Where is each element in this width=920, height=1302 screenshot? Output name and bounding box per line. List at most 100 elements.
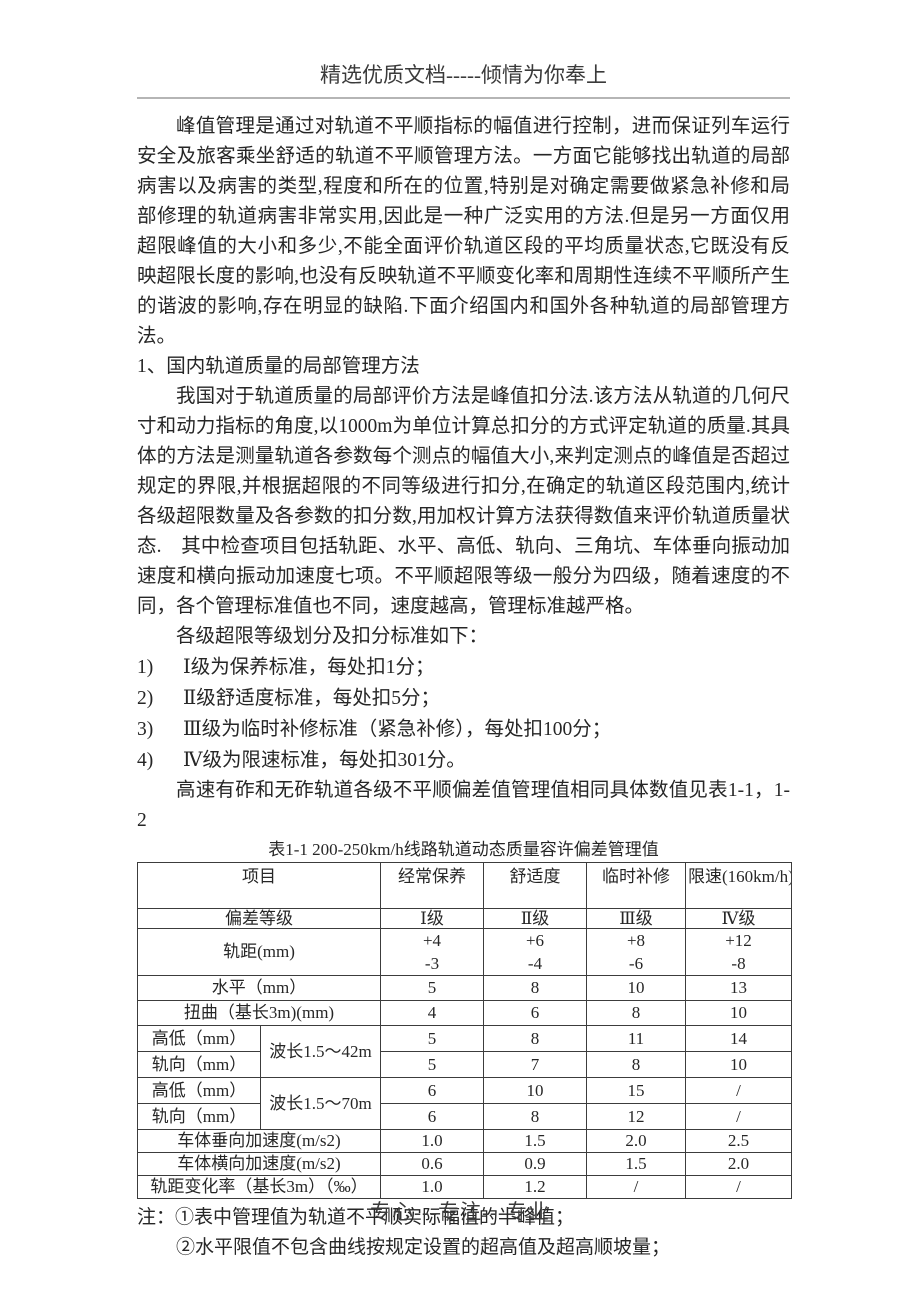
footer-text: 专心---专注---专业 xyxy=(370,1200,550,1224)
header-title: 精选优质文档-----倾情为你奉上 xyxy=(320,63,607,87)
table-wavelength-cell: 波长1.5～70m xyxy=(260,1077,381,1130)
grade-standard-list: 1) Ⅰ级为保养标准，每处扣1分； 2) Ⅱ级舒适度标准，每处扣5分； 3) Ⅲ… xyxy=(137,652,790,776)
gauge-plus-value: +8 xyxy=(626,931,646,950)
table-cell: Ⅱ级 xyxy=(483,908,587,929)
table-row-label: 车体横向加速度(m/s2) xyxy=(137,1152,381,1176)
gauge-plus-value: +4 xyxy=(422,931,442,950)
table-caption: 表1-1 200-250km/h线路轨道动态质量容许偏差管理值 xyxy=(268,840,659,859)
section-heading-domestic-methods: 1、国内轨道质量的局部管理方法 xyxy=(137,356,420,377)
page-footer: 专心---专注---专业 xyxy=(0,1196,920,1226)
table-cell: 8 xyxy=(586,1051,686,1078)
table-cell: 14 xyxy=(685,1025,792,1052)
list-item: 3) Ⅲ级为临时补修标准（紧急补修），每处扣100分； xyxy=(137,714,790,745)
table-cell: +8 -6 xyxy=(586,928,686,976)
gauge-minus-value: -6 xyxy=(628,954,644,973)
list-item-number: 4) xyxy=(137,750,154,771)
table-cell: 4 xyxy=(380,1000,484,1026)
table-cell: 10 xyxy=(685,1000,792,1026)
table-row-label: 高低（mm） xyxy=(137,1077,261,1104)
table-cell: 2.0 xyxy=(586,1129,686,1153)
table-cell: 11 xyxy=(586,1025,686,1052)
table-cell: / xyxy=(586,1175,686,1199)
table-row-label: 扭曲（基长3m)(mm) xyxy=(137,1000,381,1026)
table-cell: 6 xyxy=(380,1077,484,1104)
table-row-alignment-42m: 轨向（mm） 5 7 8 10 xyxy=(137,1051,792,1078)
table-header-cell: 限速(160km/h) xyxy=(685,862,792,909)
page-header: 精选优质文档-----倾情为你奉上 xyxy=(137,60,790,99)
table-cell: 0.6 xyxy=(380,1152,484,1176)
table-row-label: 水平（mm） xyxy=(137,975,381,1001)
table-cell: Ⅲ级 xyxy=(586,908,686,929)
list-item-number: 3) xyxy=(137,719,154,740)
table-row-lateral-accel: 车体横向加速度(m/s2) 0.6 0.9 1.5 2.0 xyxy=(137,1152,792,1176)
table-row-label: 轨距(mm) xyxy=(137,928,381,976)
table-row-surface-42m: 高低（mm） 波长1.5～42m 5 8 11 14 xyxy=(137,1025,792,1078)
table-cell: 2.5 xyxy=(685,1129,792,1153)
table-cell: +6 -4 xyxy=(483,928,587,976)
table-cell: 8 xyxy=(483,975,587,1001)
table-cell: 8 xyxy=(483,1025,587,1052)
list-item-number: 1) xyxy=(137,657,154,678)
list-item-text: Ⅱ级舒适度标准，每处扣5分； xyxy=(183,688,441,709)
table-row-level: 水平（mm） 5 8 10 13 xyxy=(137,975,792,1001)
table-cell: +12 -8 xyxy=(685,928,792,976)
paragraph-peak-management: 峰值管理是通过对轨道不平顺指标的幅值进行控制，进而保证列车运行安全及旅客乘坐舒适… xyxy=(137,116,790,347)
table-row-alignment-70m: 轨向（mm） 6 8 12 / xyxy=(137,1103,792,1130)
table-cell: 7 xyxy=(483,1051,587,1078)
list-item-text: Ⅲ级为临时补修标准（紧急补修），每处扣100分； xyxy=(183,719,612,740)
deviation-management-table: 项目 经常保养 舒适度 临时补修 限速(160km/h) 偏差等级 Ⅰ级 Ⅱ级 … xyxy=(137,862,792,1199)
gauge-minus-value: -4 xyxy=(527,954,543,973)
gauge-plus-value: +12 xyxy=(725,931,752,950)
table-row-grade: 偏差等级 Ⅰ级 Ⅱ级 Ⅲ级 Ⅳ级 xyxy=(137,908,792,929)
table-cell: / xyxy=(685,1077,792,1104)
table-row-gauge: 轨距(mm) +4 -3 +6 -4 +8 -6 +12 xyxy=(137,928,792,976)
table-cell: 10 xyxy=(685,1051,792,1078)
table-row-twist: 扭曲（基长3m)(mm) 4 6 8 10 xyxy=(137,1000,792,1026)
table-header-cell: 项目 xyxy=(137,862,381,909)
document-body: 峰值管理是通过对轨道不平顺指标的幅值进行控制，进而保证列车运行安全及旅客乘坐舒适… xyxy=(137,112,792,1262)
list-item: 1) Ⅰ级为保养标准，每处扣1分； xyxy=(137,652,790,683)
table-cell: +4 -3 xyxy=(380,928,484,976)
table-cell: 15 xyxy=(586,1077,686,1104)
table-cell: 1.5 xyxy=(483,1129,587,1153)
table-cell: 6 xyxy=(483,1000,587,1026)
table-cell: 6 xyxy=(380,1103,484,1130)
table-cell: 8 xyxy=(483,1103,587,1130)
table-cell: 0.9 xyxy=(483,1152,587,1176)
table-row-label: 轨向（mm） xyxy=(137,1103,261,1130)
table-note-1: 注：①表中管理值为轨道不平顺实际幅值的半峰值； xyxy=(137,1207,575,1228)
table-row-label: 车体垂向加速度(m/s2) xyxy=(137,1129,381,1153)
table-cell: / xyxy=(685,1103,792,1130)
table-header-cell: 经常保养 xyxy=(380,862,484,909)
table-cell: 5 xyxy=(380,1051,484,1078)
table-header-cell: 临时补修 xyxy=(586,862,686,909)
table-cell: 10 xyxy=(586,975,686,1001)
table-cell: 1.0 xyxy=(380,1175,484,1199)
table-cell: 12 xyxy=(586,1103,686,1130)
table-row-vertical-accel: 车体垂向加速度(m/s2) 1.0 1.5 2.0 2.5 xyxy=(137,1129,792,1153)
list-item-text: Ⅰ级为保养标准，每处扣1分； xyxy=(183,657,435,678)
list-item-text: Ⅳ级为限速标准，每处扣301分。 xyxy=(183,750,466,771)
gauge-minus-value: -3 xyxy=(424,954,440,973)
table-cell: 2.0 xyxy=(685,1152,792,1176)
table-row-label: 轨距变化率（基长3m）（‰） xyxy=(137,1175,381,1199)
gauge-plus-value: +6 xyxy=(525,931,545,950)
table-cell: Ⅰ级 xyxy=(380,908,484,929)
paragraph-grade-intro: 各级超限等级划分及扣分标准如下： xyxy=(176,626,489,647)
table-cell: 1.0 xyxy=(380,1129,484,1153)
table-row-gauge-change-rate: 轨距变化率（基长3m）（‰） 1.0 1.2 / / xyxy=(137,1175,792,1199)
paragraph-table-reference: 高速有砟和无砟轨道各级不平顺偏差值管理值相同具体数值见表1-1，1-2 xyxy=(137,780,790,831)
table-cell: 5 xyxy=(380,975,484,1001)
table-cell: 8 xyxy=(586,1000,686,1026)
table-row-label: 偏差等级 xyxy=(137,908,381,929)
table-row-header: 项目 经常保养 舒适度 临时补修 限速(160km/h) xyxy=(137,862,792,909)
table-cell: 13 xyxy=(685,975,792,1001)
table-cell: 1.5 xyxy=(586,1152,686,1176)
table-row-surface-70m: 高低（mm） 波长1.5～70m 6 10 15 / xyxy=(137,1077,792,1130)
table-row-label: 高低（mm） xyxy=(137,1025,261,1052)
list-item: 2) Ⅱ级舒适度标准，每处扣5分； xyxy=(137,683,790,714)
table-header-cell: 舒适度 xyxy=(483,862,587,909)
paragraph-deduction-method: 我国对于轨道质量的局部评价方法是峰值扣分法.该方法从轨道的几何尺寸和动力指标的角… xyxy=(137,386,790,617)
table-cell: 5 xyxy=(380,1025,484,1052)
